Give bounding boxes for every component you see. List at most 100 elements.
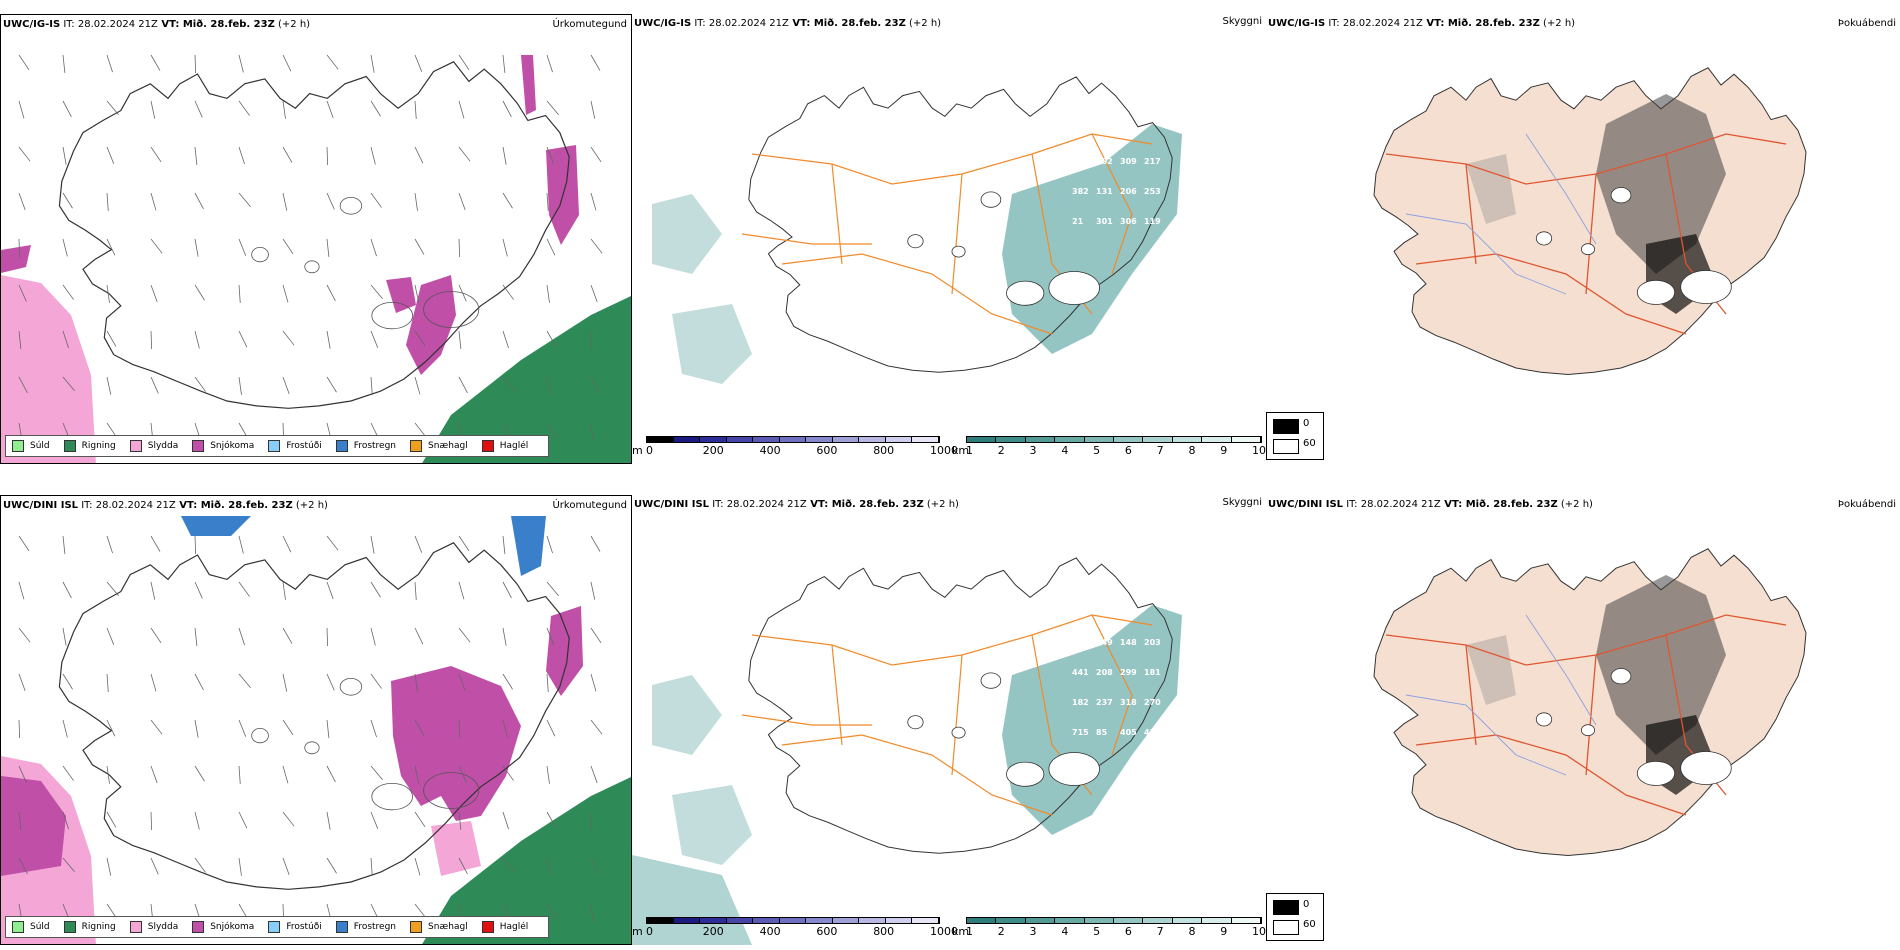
glacier-outline [423, 291, 480, 328]
wind-barb [238, 238, 247, 256]
wind-barb [590, 376, 599, 394]
snow-area [546, 606, 583, 696]
iceland-land [1373, 67, 1807, 376]
colorbar-unit: km [952, 444, 970, 457]
wind-barb [590, 811, 593, 831]
colorbar-tick-label: 1000 [930, 444, 958, 457]
wind-barb [546, 581, 559, 597]
colorbar-tick-label: 3 [1029, 925, 1037, 938]
snow-area [521, 55, 536, 115]
wind-barb [326, 192, 335, 210]
colorbar-tick-label: 2 [997, 444, 1005, 457]
wind-barb [414, 146, 424, 164]
wind-barb [18, 284, 27, 302]
wind-barb [62, 146, 67, 165]
fog-map-graphic [1373, 67, 1807, 376]
ceiling-label: 131 [1096, 187, 1113, 196]
ceiling-colorbar: m 0 200 400 600 800 1000 [632, 436, 958, 462]
wind-barb [546, 719, 556, 737]
wind-barb [502, 192, 513, 209]
wind-barb [62, 857, 75, 873]
wind-barb [282, 376, 290, 395]
wind-barb [150, 811, 153, 831]
road-line [831, 644, 843, 746]
snow-area [386, 277, 416, 313]
legend-label: Snjókoma [210, 441, 255, 451]
wind-barb [282, 238, 294, 255]
glacier-outline [1580, 724, 1595, 737]
wind-barb [282, 811, 295, 827]
wind-barb [194, 192, 204, 210]
sleet-area [431, 821, 481, 876]
wind-barb [194, 719, 199, 738]
fog-legend-value: 60 [1303, 438, 1316, 449]
glacier-outline [1048, 271, 1100, 305]
wind-barb [238, 330, 248, 348]
legend-label: Frostregn [353, 922, 397, 932]
legend-item: Slydda [129, 440, 178, 452]
wind-barb [414, 330, 426, 347]
fog-area [1466, 154, 1516, 224]
fog-map-bottom: UWC/DINI ISL IT: 28.02.2024 21Z VT: Mið.… [1266, 495, 1900, 945]
legend-item: Snæhagl [410, 921, 468, 933]
precip-type-map-bottom: UWC/DINI ISL IT: 28.02.2024 21Z VT: Mið.… [0, 495, 632, 945]
glacier-outline [1610, 668, 1632, 685]
visibility-map-bottom: 140 149 148 203 441 208 299 181 182 237 318 270 715 8… [632, 495, 1266, 945]
legend-item: Haglél [481, 921, 528, 933]
wind-barb [62, 54, 66, 73]
wind-barb [590, 627, 602, 644]
wind-barb [150, 765, 158, 784]
legend-label: Súld [30, 441, 50, 451]
wind-barb [62, 581, 72, 599]
wind-barb [18, 54, 30, 71]
wind-barb [370, 581, 381, 598]
wind-barb [502, 330, 509, 349]
wind-barb [458, 535, 470, 552]
wind-barb [238, 284, 241, 303]
wind-barb [62, 765, 74, 781]
glacier-outline [1006, 761, 1045, 787]
wind-barb [62, 192, 73, 209]
road-line [951, 173, 963, 295]
ceiling-label: 208 [1096, 668, 1113, 677]
wind-barb [502, 811, 509, 830]
road-line [781, 253, 1053, 335]
wind-barb [590, 673, 597, 692]
panel-title: UWC/IG-IS IT: 28.02.2024 21Z VT: Mið. 28… [634, 18, 942, 29]
wind-barb [194, 284, 205, 301]
wind-barb [414, 627, 424, 645]
legend-swatch [192, 440, 205, 452]
low-visibility-area [652, 194, 722, 274]
precip-type-legend: Súld Rigning Slydda Snjókoma Frostúði Frostre… [5, 435, 550, 457]
ceiling-label: 21 [1072, 217, 1084, 226]
wind-barb [238, 376, 242, 395]
wind-barb [590, 100, 596, 119]
ceiling-label: 102 [1096, 157, 1113, 166]
wind-barb [238, 765, 241, 784]
glacier-outline [304, 741, 320, 755]
wind-barb [238, 719, 247, 737]
wind-barb [326, 581, 334, 600]
precip-map-graphic [1, 516, 631, 944]
river-line [1525, 614, 1597, 726]
ceiling-label: 203 [1144, 638, 1161, 647]
wind-barb [458, 284, 467, 302]
low-visibility-area [672, 785, 752, 865]
wind-barb [18, 535, 30, 552]
legend-label: Snjókoma [210, 922, 255, 932]
ceiling-label: 309 [1120, 157, 1137, 166]
wind-barb [194, 238, 199, 257]
ceiling-label: 301 [1096, 217, 1113, 226]
wind-barb [62, 100, 72, 118]
legend-item: Snæhagl [410, 440, 468, 452]
fog-legend-swatch [1273, 920, 1299, 935]
wind-barb [150, 54, 161, 71]
road-line [831, 163, 843, 265]
ceiling-label: 85 [1096, 728, 1108, 737]
wind-barb [590, 903, 594, 922]
legend-label: Rigning [81, 441, 116, 451]
ceiling-label: 182 [1072, 698, 1089, 707]
road-line [1415, 734, 1687, 816]
glacier-outline [1636, 279, 1676, 305]
fog-legend: 0 60 [1266, 893, 1324, 941]
